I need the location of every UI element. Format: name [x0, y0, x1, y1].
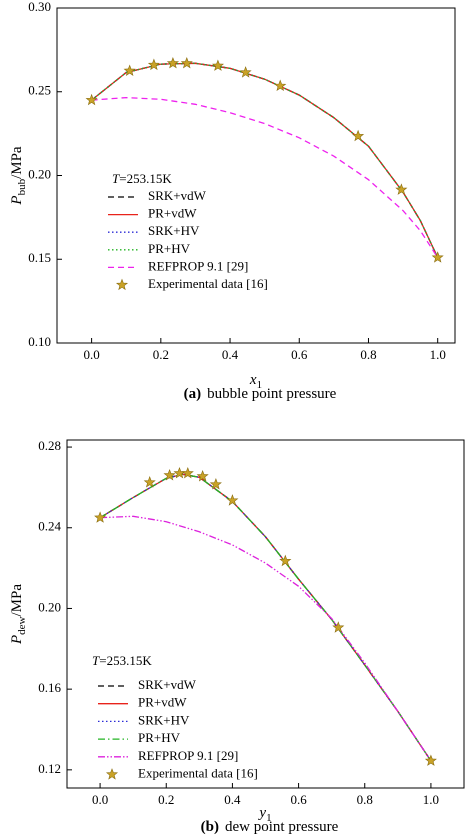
data-point: [352, 129, 365, 142]
data-point: [424, 754, 437, 766]
data-point: [239, 66, 252, 78]
y-axis-label: Pbub/MPa: [9, 146, 27, 206]
legend-label: Experimental data [16]: [138, 765, 258, 780]
data-point: [211, 59, 225, 71]
x-axis-label: y1: [257, 805, 271, 823]
data-point: [147, 58, 160, 71]
x-tick-label: 0.6: [290, 792, 307, 807]
annotation-italic: T: [92, 653, 100, 668]
y-tick-label: 0.16: [38, 680, 61, 695]
data-point: [163, 468, 176, 481]
legend-label: SRK+HV: [148, 223, 200, 238]
x-axis-label-main: x: [249, 372, 257, 388]
series-line: [91, 62, 439, 258]
y-tick-label: 0.24: [38, 519, 61, 534]
x-tick-label: 0.4: [224, 792, 241, 807]
data-point: [94, 511, 107, 523]
caption: (a) bubble point pressure: [184, 386, 337, 402]
data-point: [209, 478, 222, 490]
data-point: [196, 469, 209, 482]
legend-label: PR+vdW: [138, 695, 187, 710]
y-tick-label: 0.28: [38, 438, 61, 453]
data-point: [123, 64, 136, 77]
y-axis-label-unit: /MPa: [9, 584, 25, 617]
annotation-italic: T: [112, 171, 120, 186]
series-line: [100, 515, 432, 762]
x-tick-label: 0.0: [92, 792, 108, 807]
y-axis-label-sub: dew: [16, 616, 28, 634]
x-tick-label: 0.0: [83, 347, 99, 362]
legend-label: SRK+vdW: [148, 188, 207, 203]
data-point: [181, 466, 194, 479]
data-point: [180, 56, 193, 69]
legend-marker: [115, 278, 129, 291]
caption: (b) dew point pressure: [201, 819, 339, 835]
legend-label: PR+HV: [138, 730, 181, 745]
y-tick-label: 0.25: [28, 83, 51, 98]
legend-label: REFPROP 9.1 [29]: [138, 748, 238, 763]
x-tick-label: 0.2: [153, 347, 169, 362]
x-tick-label: 0.6: [291, 347, 308, 362]
x-axis-label-sub: 1: [257, 379, 263, 391]
data-point: [279, 554, 292, 567]
panel: 0.0 0.2 0.4 0.6 0.8 1.0 0.12 0.16 0.20 0.24 0.28 T=…: [9, 438, 465, 835]
legend-label: SRK+vdW: [138, 677, 197, 692]
legend-label: PR+vdW: [148, 206, 197, 221]
y-tick-label: 0.20: [38, 599, 61, 614]
data-point: [274, 79, 287, 91]
series-line: [99, 473, 432, 762]
y-tick-label: 0.20: [28, 166, 51, 181]
data-point: [166, 56, 180, 69]
data-point: [431, 251, 444, 263]
y-axis-label-sub: bub: [16, 178, 28, 195]
data-point: [226, 494, 239, 506]
series-line: [91, 62, 439, 258]
y-tick-label: 0.30: [28, 0, 51, 14]
legend-marker: [105, 768, 119, 780]
data-point: [332, 621, 345, 633]
y-axis-label-main: P: [9, 635, 25, 645]
y-tick-label: 0.15: [28, 250, 51, 265]
x-tick-label: 0.8: [357, 792, 373, 807]
data-point: [395, 183, 408, 195]
annotation-text: =253.15K: [99, 653, 152, 668]
x-tick-label: 0.8: [360, 347, 376, 362]
y-axis-label-unit: /MPa: [9, 146, 25, 179]
caption-label: (a): [184, 386, 202, 402]
caption-label: (b): [201, 819, 219, 835]
x-tick-label: 1.0: [423, 792, 439, 807]
data-point: [143, 476, 156, 488]
series-line: [91, 62, 439, 258]
series-line: [91, 96, 439, 258]
legend-label: PR+HV: [148, 241, 191, 256]
x-tick-label: 0.2: [158, 792, 174, 807]
panel: 0.0 0.2 0.4 0.6 0.8 1.0 0.10 0.15 0.20 0.25 0.30 T=…: [9, 0, 456, 402]
x-axis-label-sub: 1: [266, 812, 272, 824]
y-axis-label: Pdew/MPa: [9, 584, 27, 645]
y-tick-label: 0.10: [28, 334, 51, 349]
x-tick-label: 1.0: [430, 347, 446, 362]
data-point: [85, 93, 98, 106]
x-axis-label: x1: [249, 372, 262, 390]
x-axis-label-main: y: [257, 805, 266, 821]
legend-label: SRK+HV: [138, 712, 190, 727]
caption-text: bubble point pressure: [207, 386, 336, 402]
caption-text: dew point pressure: [225, 819, 339, 835]
annotation: T=253.15K: [112, 171, 172, 186]
y-tick-label: 0.12: [38, 761, 61, 776]
annotation-text: =253.15K: [119, 171, 172, 186]
series-line: [91, 62, 439, 258]
plot-frame: [66, 439, 465, 789]
legend-label: Experimental data [16]: [148, 276, 268, 291]
x-tick-label: 0.4: [222, 347, 239, 362]
y-axis-label-main: P: [9, 195, 25, 205]
legend-label: REFPROP 9.1 [29]: [148, 258, 248, 273]
annotation: T=253.15K: [92, 653, 152, 668]
